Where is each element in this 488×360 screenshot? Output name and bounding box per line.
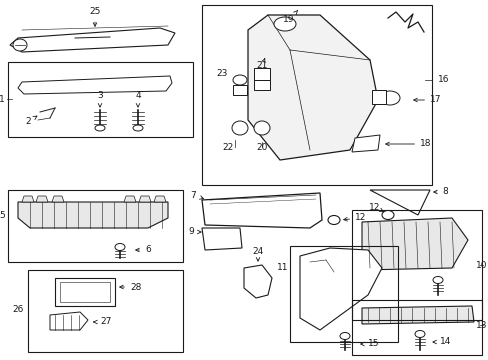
Ellipse shape — [327, 216, 339, 225]
Polygon shape — [154, 196, 165, 202]
Bar — [8, 190, 183, 262]
Text: 6: 6 — [136, 246, 150, 255]
Ellipse shape — [381, 211, 393, 220]
Text: 19: 19 — [283, 10, 297, 24]
Text: 21: 21 — [256, 59, 267, 71]
Text: 25: 25 — [89, 8, 101, 26]
Ellipse shape — [379, 91, 399, 105]
Text: 5: 5 — [0, 211, 5, 220]
Text: 27: 27 — [94, 318, 111, 327]
Text: 22: 22 — [222, 144, 233, 153]
Polygon shape — [124, 196, 136, 202]
Bar — [253, 68, 269, 80]
Ellipse shape — [95, 125, 105, 131]
Text: 2: 2 — [25, 116, 37, 126]
Ellipse shape — [414, 330, 424, 338]
Bar — [55, 278, 115, 306]
Text: 23: 23 — [216, 69, 227, 78]
Ellipse shape — [231, 121, 247, 135]
Text: 16: 16 — [437, 76, 448, 85]
Polygon shape — [52, 196, 64, 202]
Polygon shape — [18, 76, 172, 94]
Text: 26: 26 — [13, 306, 24, 315]
Text: 24: 24 — [252, 248, 263, 261]
Polygon shape — [18, 202, 168, 228]
Polygon shape — [299, 248, 381, 330]
Polygon shape — [351, 135, 379, 152]
Text: 4: 4 — [135, 91, 141, 107]
Text: 12: 12 — [343, 213, 366, 222]
Text: 7: 7 — [190, 190, 203, 199]
Text: 13: 13 — [474, 320, 486, 329]
Text: 28: 28 — [120, 283, 141, 292]
Text: 10: 10 — [474, 261, 486, 270]
Bar — [371, 90, 385, 104]
Ellipse shape — [432, 276, 442, 284]
Polygon shape — [244, 265, 271, 298]
Ellipse shape — [115, 243, 125, 251]
Text: 18: 18 — [385, 139, 430, 148]
Bar — [8, 62, 193, 137]
Ellipse shape — [13, 39, 27, 51]
Polygon shape — [369, 190, 429, 215]
Polygon shape — [247, 15, 377, 160]
Ellipse shape — [339, 333, 349, 339]
Polygon shape — [50, 312, 88, 330]
Bar — [232, 85, 246, 95]
Text: 11: 11 — [276, 264, 287, 273]
Bar — [289, 246, 397, 342]
Ellipse shape — [133, 125, 142, 131]
Polygon shape — [139, 196, 151, 202]
Polygon shape — [202, 193, 321, 228]
Ellipse shape — [253, 121, 269, 135]
Polygon shape — [22, 196, 34, 202]
Polygon shape — [361, 218, 467, 270]
Bar — [351, 210, 481, 320]
Polygon shape — [36, 196, 48, 202]
Ellipse shape — [232, 75, 246, 85]
Text: 15: 15 — [360, 339, 379, 348]
Text: 17: 17 — [413, 95, 441, 104]
Text: 12: 12 — [368, 202, 383, 212]
Bar — [351, 300, 481, 355]
Text: 3: 3 — [97, 91, 102, 107]
Text: 9: 9 — [188, 228, 201, 237]
Bar — [28, 270, 183, 352]
Bar — [60, 282, 110, 302]
Polygon shape — [10, 28, 175, 52]
Polygon shape — [202, 228, 242, 250]
Text: 14: 14 — [432, 338, 450, 346]
Polygon shape — [361, 306, 473, 324]
Text: 20: 20 — [256, 144, 267, 153]
Text: 8: 8 — [433, 188, 447, 197]
Ellipse shape — [273, 17, 295, 31]
Bar — [202, 5, 431, 185]
Bar — [253, 80, 269, 90]
Text: 1: 1 — [0, 94, 5, 104]
